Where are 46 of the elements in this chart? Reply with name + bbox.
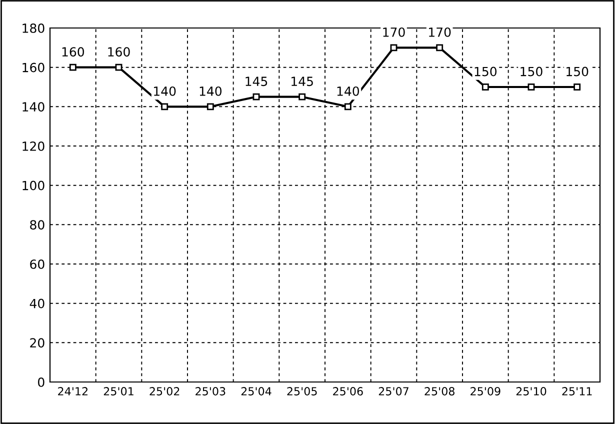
y-tick-label: 160 [22,62,44,72]
x-tick-label: 25'08 [424,387,454,396]
x-tick-label: 25'02 [150,387,180,396]
point [252,93,260,100]
point [344,103,352,110]
point [390,44,398,52]
x-tick-label: 25'06 [333,387,363,396]
point [298,93,306,100]
data-label: 145 [292,76,313,86]
data-label: 140 [154,86,176,96]
data-label: 160 [62,47,84,57]
data-label: 150 [474,66,497,76]
y-tick-label: 20 [30,338,44,348]
x-tick-label: 24'12 [58,387,88,396]
data-label: 170 [429,27,451,37]
point [69,64,76,71]
data-label: 160 [108,47,130,57]
data-label: 140 [337,86,360,96]
y-tick-label: 80 [30,220,44,230]
data-label: 150 [520,66,542,76]
x-tick-label: 25'04 [241,387,272,396]
y-tick-label: 40 [30,298,44,308]
x-tick-label: 25'03 [196,387,226,396]
y-tick-label: 100 [22,180,44,190]
point [482,84,489,90]
data-label: 150 [566,66,588,76]
x-tick-label: 25'09 [470,387,500,396]
y-tick-label: 120 [22,141,44,151]
data-label: 170 [383,27,405,37]
x-tick-label: 25'01 [104,387,134,396]
x-tick-label: 25'07 [378,387,408,396]
point [436,44,444,52]
x-tick-label: 25'10 [516,387,546,396]
point [115,64,122,71]
y-tick-label: 0 [38,377,44,387]
y-tick-label: 180 [22,23,44,33]
point [206,103,214,110]
point [161,103,168,110]
point [528,84,535,90]
x-tick-label: 25'11 [562,387,592,396]
point [574,84,581,90]
data-label: 140 [200,86,222,96]
y-tick-label: 60 [30,259,44,269]
y-tick-label: 140 [22,102,44,112]
x-tick-label: 25'05 [287,387,317,396]
data-label: 145 [246,76,268,86]
